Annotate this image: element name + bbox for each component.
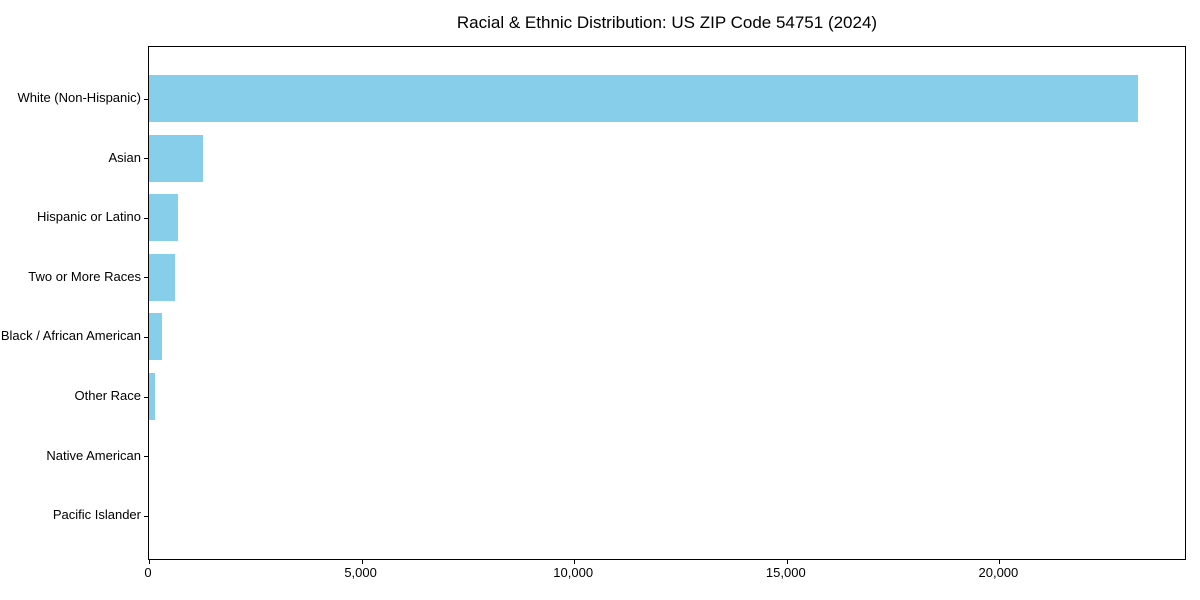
chart-title: Racial & Ethnic Distribution: US ZIP Cod… [456,13,878,32]
y-axis-label: Pacific Islander [52,507,141,523]
y-axis-tick [144,277,148,279]
x-axis-tick [361,560,363,564]
y-axis-tick [144,515,148,517]
x-axis-tick [999,560,1001,564]
x-tick-label: 20,000 [978,565,1019,580]
y-axis-label: Two or More Races [28,268,141,284]
y-axis-label: Other Race [74,388,141,403]
bar [149,313,162,361]
x-tick-label: 5,000 [344,565,377,580]
y-axis-tick [144,456,148,458]
x-axis-tick [574,560,576,564]
y-axis-label: Native American [46,447,141,463]
y-axis-tick [144,217,148,219]
y-axis-label: Black / African American [0,328,141,344]
y-axis-tick [144,98,148,100]
x-tick-label: 15,000 [765,565,806,580]
x-axis-tick [786,560,788,564]
x-tick-label: 0 [144,565,152,580]
x-tick-label: 10,000 [553,565,594,580]
y-axis-tick [144,396,148,398]
y-axis-tick [144,158,148,160]
y-axis-label: White (Non-Hispanic) [17,90,141,105]
y-axis-tick [144,336,148,338]
bar [149,134,204,182]
x-axis-tick [149,560,150,564]
y-axis-label: Asian [108,149,141,165]
bar [149,253,176,301]
bar [149,75,1138,122]
bar [149,373,155,420]
y-axis-label: Hispanic or Latino [36,209,141,225]
bar [149,194,178,242]
plot-area [144,46,1186,564]
